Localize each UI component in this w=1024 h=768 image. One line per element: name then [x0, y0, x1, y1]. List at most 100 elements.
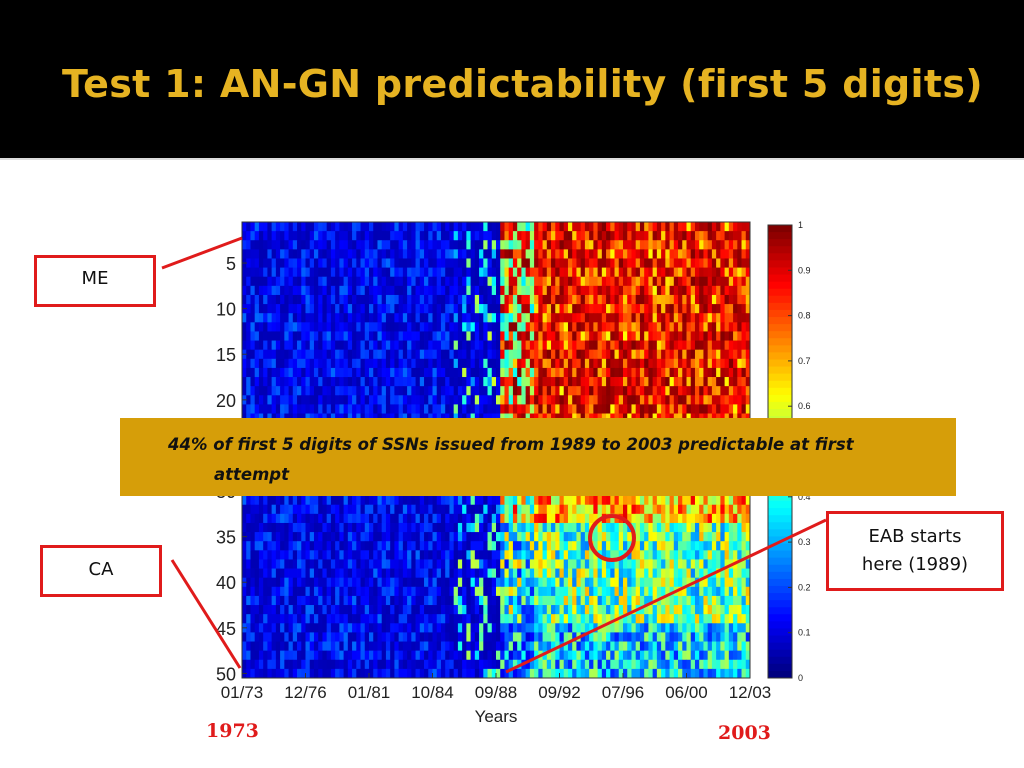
heatmap-cell [385, 304, 391, 314]
heatmap-cell [559, 322, 565, 332]
heatmap-cell [639, 386, 645, 396]
heatmap-cell [699, 395, 704, 405]
heatmap-cell [580, 513, 586, 524]
heatmap-cell [313, 504, 319, 515]
heatmap-cell [737, 586, 742, 597]
heatmap-cell [352, 559, 357, 569]
heatmap-cell [364, 495, 370, 506]
heatmap-cell [318, 258, 323, 268]
heatmap-cell [606, 367, 611, 378]
heatmap-cell [254, 267, 260, 278]
heatmap-cell [432, 322, 438, 332]
heatmap-cell [258, 231, 264, 241]
heatmap-cell [593, 240, 598, 250]
heatmap-cell [292, 495, 298, 506]
heatmap-cell [313, 331, 319, 341]
heatmap-cell [512, 358, 518, 369]
heatmap-cell [428, 285, 433, 296]
heatmap-cell [606, 541, 611, 551]
heatmap-cell [661, 532, 666, 542]
heatmap-cell [326, 586, 332, 597]
heatmap-cell [703, 541, 709, 551]
heatmap-cell [398, 249, 404, 259]
heatmap-cell [390, 322, 395, 332]
heatmap-cell [440, 568, 446, 579]
heatmap-cell [576, 386, 582, 396]
heatmap-cell [644, 559, 649, 569]
heatmap-cell [432, 541, 438, 551]
heatmap-cell [339, 386, 344, 396]
heatmap-cell [407, 404, 412, 414]
heatmap-cell [648, 522, 654, 533]
heatmap-cell [559, 541, 565, 551]
heatmap-cell [258, 294, 264, 305]
heatmap-cell [601, 504, 607, 515]
heatmap-cell [635, 550, 641, 560]
heatmap-cell [580, 276, 586, 287]
heatmap-cell [242, 358, 247, 369]
heatmap-cell [242, 267, 247, 278]
heatmap-cell [555, 386, 560, 396]
heatmap-cell [462, 532, 467, 542]
heatmap-cell [639, 340, 645, 351]
heatmap-cell [428, 404, 433, 414]
heatmap-cell [623, 386, 628, 396]
heatmap-cell [419, 532, 425, 542]
heatmap-cell [589, 586, 594, 597]
heatmap-cell [407, 377, 412, 387]
heatmap-cell [385, 222, 391, 232]
heatmap-cell [707, 568, 713, 579]
heatmap-cell [724, 495, 730, 506]
heatmap-cell [525, 313, 531, 323]
heatmap-cell [682, 358, 687, 369]
heatmap-cell [445, 231, 450, 241]
heatmap-cell [335, 367, 340, 378]
heatmap-cell [686, 267, 692, 278]
heatmap-cell [567, 340, 573, 351]
heatmap-cell [419, 249, 425, 259]
heatmap-cell [487, 249, 493, 259]
heatmap-cell [551, 240, 556, 250]
heatmap-cell [364, 404, 370, 414]
heatmap-cell [538, 577, 543, 588]
heatmap-cell [381, 294, 387, 305]
heatmap-cell [648, 367, 654, 378]
heatmap-cell [521, 240, 527, 250]
heatmap-cell [517, 386, 522, 396]
heatmap-cell [669, 322, 675, 332]
heatmap-cell [648, 541, 654, 551]
heatmap-cell [369, 222, 374, 232]
heatmap-cell [496, 395, 501, 405]
heatmap-cell [301, 358, 306, 369]
heatmap-cell [610, 285, 615, 296]
heatmap-cell [563, 504, 569, 515]
heatmap-cell [661, 349, 666, 360]
heatmap-cell [445, 541, 450, 551]
heatmap-cell [445, 577, 450, 588]
heatmap-cell [275, 304, 281, 314]
heatmap-cell [280, 276, 285, 287]
heatmap-cell [567, 240, 573, 250]
heatmap-cell [652, 294, 658, 305]
heatmap-cell [449, 358, 455, 369]
heatmap-cell [521, 358, 527, 369]
heatmap-cell [369, 386, 374, 396]
heatmap-cell [373, 367, 378, 378]
heatmap-cell [292, 222, 298, 232]
heatmap-cell [258, 358, 264, 369]
heatmap-cell [360, 313, 366, 323]
heatmap-cell [356, 367, 361, 378]
heatmap-cell [567, 222, 573, 232]
heatmap-cell [445, 276, 450, 287]
heatmap-cell [584, 377, 590, 387]
heatmap-cell [258, 304, 264, 314]
heatmap-cell [322, 258, 328, 268]
heatmap-cell [610, 304, 615, 314]
heatmap-cell [377, 550, 383, 560]
heatmap-cell [652, 267, 658, 278]
heatmap-cell [491, 541, 497, 551]
heatmap-cell [745, 294, 751, 305]
heatmap-cell [309, 340, 315, 351]
heatmap-cell [534, 340, 539, 351]
heatmap-cell [508, 258, 514, 268]
